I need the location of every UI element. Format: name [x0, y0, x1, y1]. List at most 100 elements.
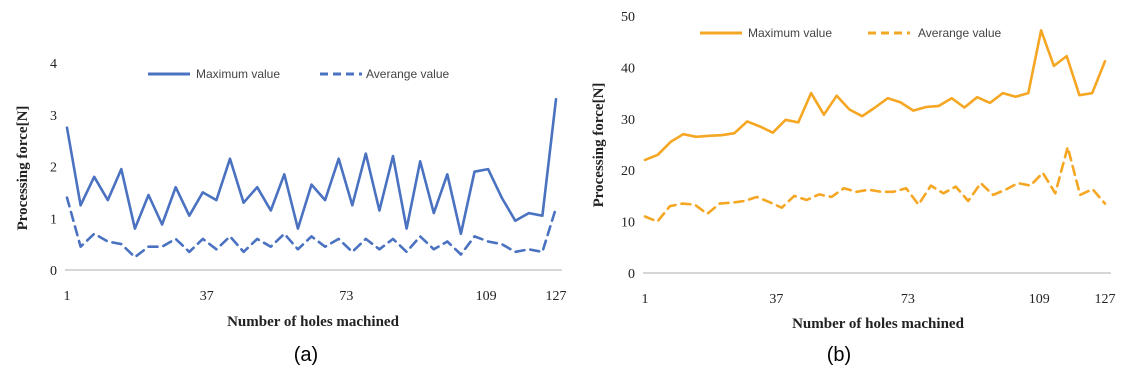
- chart-b-series-avg-point: [718, 202, 721, 205]
- chart-a-series-max-point: [487, 168, 490, 171]
- chart-b-series-avg-point: [656, 220, 659, 223]
- chart-a-x-tick-label: 127: [546, 289, 567, 304]
- chart-a-series-avg-point: [310, 235, 313, 238]
- chart-a-series-avg-point: [365, 238, 368, 241]
- chart-a-series-avg-point: [500, 243, 503, 246]
- chart-b-series-max-point: [1027, 92, 1030, 95]
- chart-b-series-max-point: [669, 141, 672, 144]
- chart-b-series-max-point: [657, 154, 660, 157]
- chart-a-series-max-point: [528, 212, 531, 215]
- chart-a-series-avg-point: [270, 245, 273, 248]
- chart-a-series-avg-point: [79, 245, 82, 248]
- chart-b-series-max-point: [695, 136, 698, 139]
- chart-b-series-max-point: [784, 119, 787, 122]
- chart-b-series-avg-point: [967, 200, 970, 203]
- chart-a-series-avg-point: [242, 251, 245, 254]
- chart-a-series-avg-point: [351, 251, 354, 254]
- chart-b-series-avg-point: [681, 202, 684, 205]
- chart-a-series-max-point: [541, 214, 544, 217]
- chart-b-series-max-point: [938, 105, 941, 108]
- chart-b-panel-label: (b): [827, 344, 851, 366]
- chart-a-series-max-point: [324, 199, 327, 202]
- chart-a-series-max-point: [229, 157, 232, 160]
- chart-b-legend: Maximum value Averange value: [700, 26, 1002, 40]
- chart-b-series-max-point: [733, 132, 736, 135]
- chart-b-series: [643, 29, 1107, 223]
- chart-a-x-ticks: 1 37 73 109 127: [64, 289, 567, 304]
- chart-b-series-max-point: [1104, 60, 1107, 63]
- chart-b-y-tick-label: 0: [628, 267, 635, 282]
- chart-b-series-avg-point: [1079, 194, 1082, 197]
- chart-a-series-avg-point: [460, 253, 463, 256]
- chart-a-series-avg-point: [66, 196, 69, 199]
- chart-a-series-max-point: [433, 212, 436, 215]
- chart-b-series-avg-point: [818, 193, 821, 196]
- chart-a-series-max-point: [337, 157, 340, 160]
- chart-a-series-avg-point: [188, 251, 191, 254]
- chart-a-series-avg-point: [419, 235, 422, 238]
- chart-a-series-max-point: [93, 176, 96, 179]
- chart-b-series-avg-point: [917, 203, 920, 206]
- chart-b-series-avg-point: [756, 196, 759, 199]
- chart-b-series-max-point: [989, 102, 992, 105]
- chart-b-x-tick-label: 1: [642, 292, 649, 307]
- chart-b-series-avg-point: [1066, 146, 1069, 149]
- chart-b-series-max-point: [797, 121, 800, 124]
- chart-b-series-avg-line: [643, 145, 1107, 223]
- chart-a-series: [65, 97, 558, 259]
- chart-b-series-max-point: [861, 115, 864, 118]
- chart-a-series-avg-point: [378, 248, 381, 251]
- chart-a-series-max-point: [270, 209, 273, 212]
- chart-a-series-avg-point: [528, 248, 531, 251]
- chart-b-series-avg-point: [880, 191, 883, 194]
- chart-b-series-avg-point: [830, 196, 833, 199]
- chart-a-y-tick-label: 1: [50, 212, 57, 227]
- chart-a-series-max-point: [66, 126, 69, 129]
- chart-b-series-avg-point: [979, 182, 982, 185]
- chart-a-x-tick-label: 109: [476, 289, 497, 304]
- chart-b-x-tick-label: 37: [769, 292, 783, 307]
- chart-b-series-avg-point: [743, 200, 746, 203]
- chart-b-series-max-point: [1014, 95, 1017, 98]
- chart-a-series-avg-point: [93, 233, 96, 236]
- chart-a-x-axis-title: Number of holes machined: [227, 314, 399, 330]
- chart-b-series-avg-point: [1042, 172, 1045, 175]
- chart-a-series-max-point: [392, 155, 395, 158]
- chart-b-series-max-point: [823, 113, 826, 116]
- chart-a-series-max-point: [215, 199, 218, 202]
- chart-a-series-max-line: [65, 97, 558, 236]
- chart-a-y-tick-label: 2: [50, 161, 57, 176]
- chart-a-series-avg-point: [147, 245, 150, 248]
- chart-a-series-max-point: [473, 170, 476, 173]
- chart-a-series-max-point: [134, 227, 137, 230]
- chart-a-series-max-point: [256, 186, 259, 189]
- chart-a-series-max-point: [405, 227, 408, 230]
- chart-a-series-max-point: [120, 168, 123, 171]
- chart-b-series-max-point: [746, 120, 749, 123]
- chart-b: 0 10 20 30 40 50 1 37 73 109 127 Maximum value Av…: [591, 10, 1116, 366]
- chart-b-series-max-point: [708, 135, 711, 138]
- chart-a-series-avg-point: [202, 238, 205, 241]
- chart-b-x-axis-title: Number of holes machined: [792, 316, 964, 332]
- chart-b-series-max-point: [772, 131, 775, 134]
- chart-b-x-tick-label: 127: [1095, 292, 1116, 307]
- chart-b-series-max-point: [1065, 55, 1068, 58]
- chart-a-series-avg-point: [337, 238, 340, 241]
- chart-b-series-max-point: [1078, 94, 1081, 97]
- chart-b-y-tick-label: 20: [621, 164, 635, 179]
- chart-a-series-avg-point: [433, 248, 436, 251]
- chart-b-series-avg-point: [892, 191, 895, 194]
- chart-b-series-max-point: [1091, 92, 1094, 95]
- chart-a-legend: Maximum value Averange value: [148, 67, 450, 81]
- chart-b-series-avg-point: [731, 201, 734, 204]
- chart-b-series-avg-point: [644, 215, 647, 218]
- chart-b-series-max-point: [976, 96, 979, 99]
- chart-b-series-max-point: [848, 108, 851, 111]
- chart-b-series-max-point: [759, 125, 762, 128]
- chart-b-series-avg-point: [1004, 188, 1007, 191]
- chart-a-series-avg-point: [283, 233, 286, 236]
- chart-b-legend-label-max: Maximum value: [748, 26, 832, 40]
- chart-a-legend-label-max: Maximum value: [196, 67, 280, 81]
- chart-a-series-max-point: [161, 223, 164, 226]
- chart-a-series-max-point: [555, 98, 558, 101]
